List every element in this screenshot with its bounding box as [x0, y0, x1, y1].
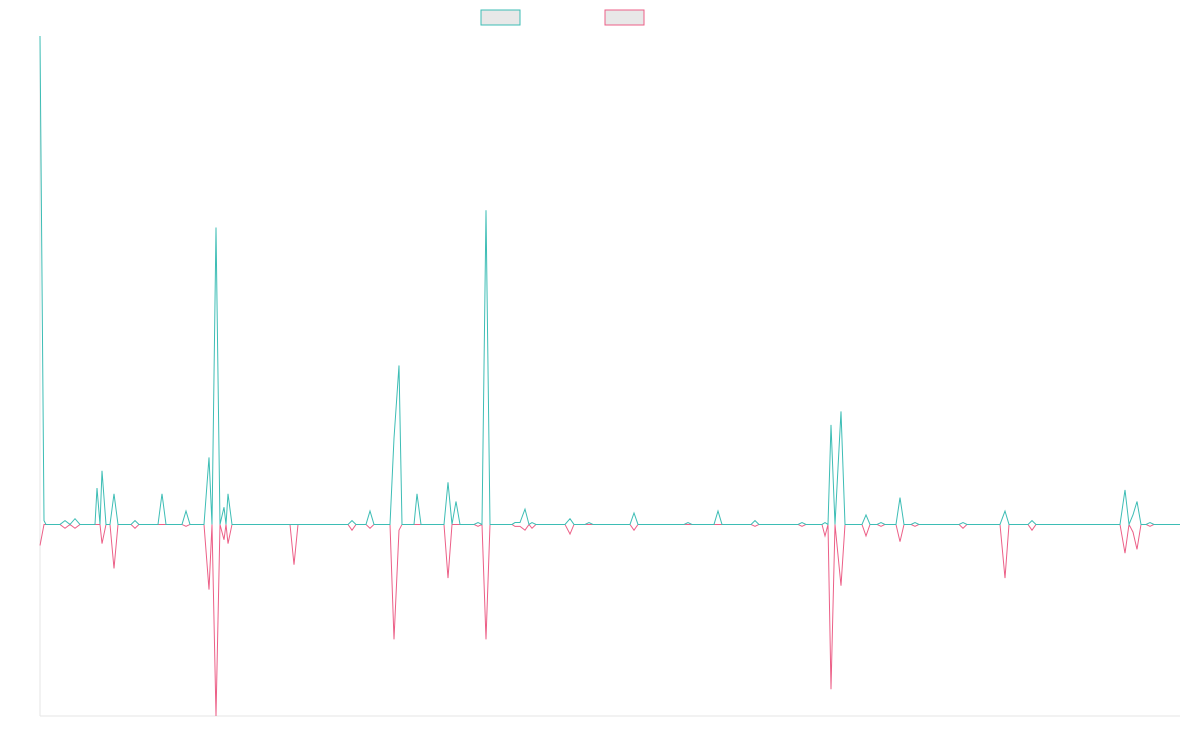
legend-swatch [480, 9, 521, 26]
legend-swatch [604, 9, 645, 26]
series-line [39, 522, 1180, 717]
series-line [39, 35, 1180, 527]
